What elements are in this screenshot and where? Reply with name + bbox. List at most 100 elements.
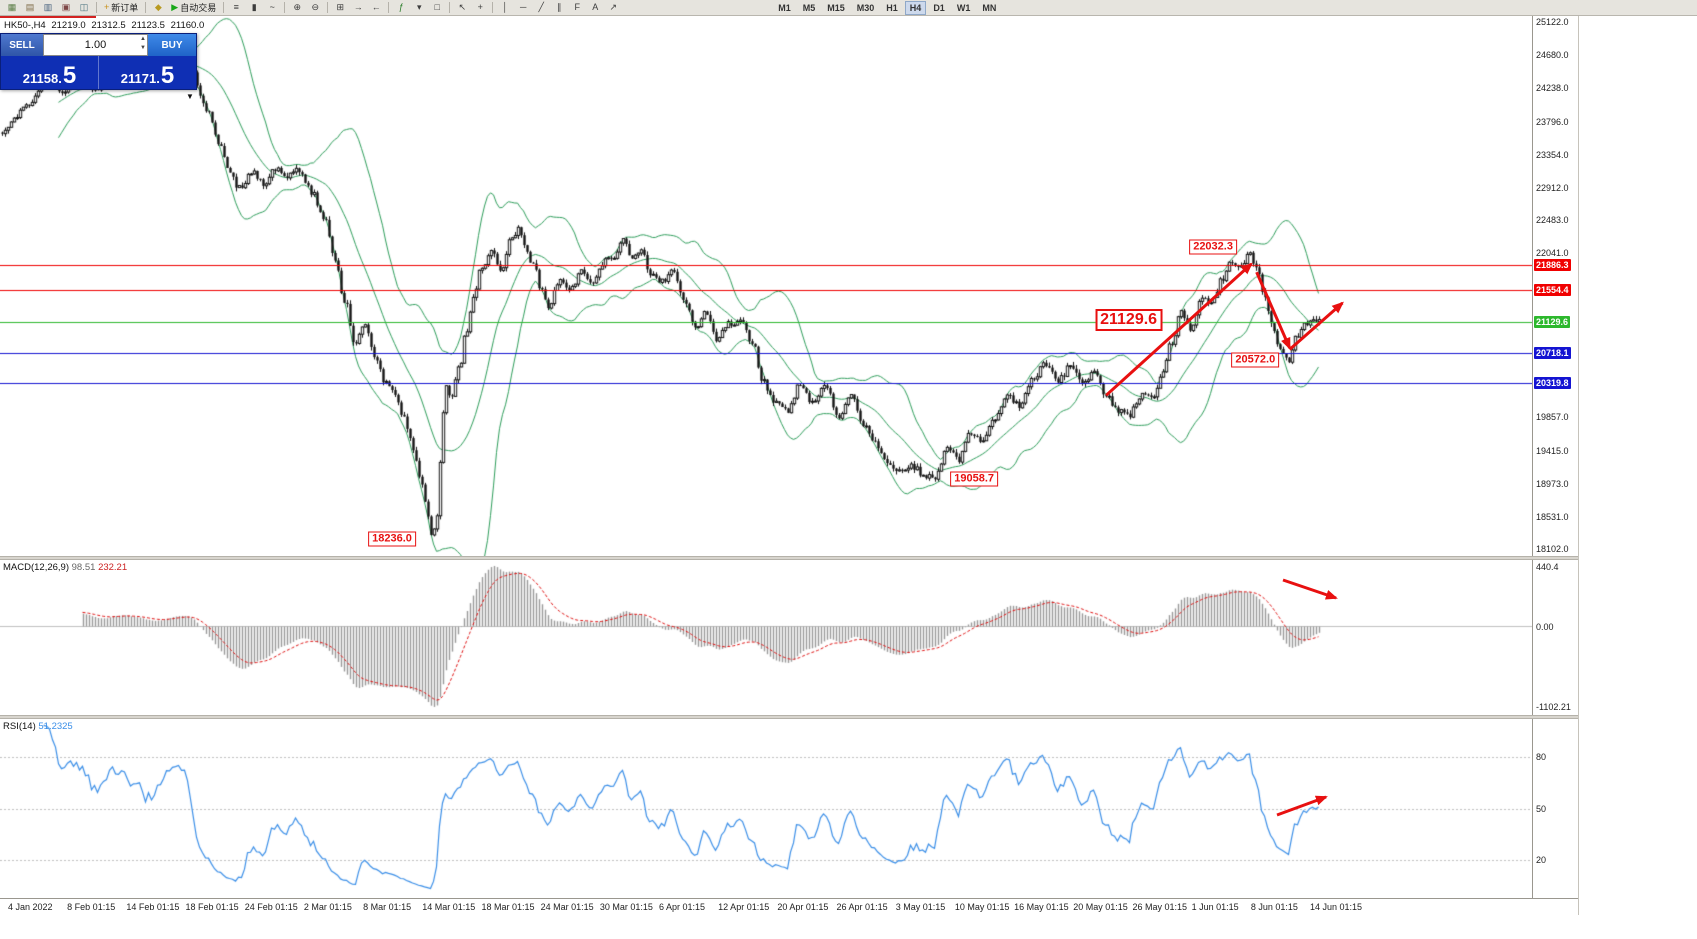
price-tick: 25122.0 bbox=[1536, 17, 1569, 27]
terminal-button[interactable]: ◫ bbox=[76, 1, 92, 14]
crosshair-button-icon: + bbox=[477, 2, 483, 12]
open-value: 21219.0 bbox=[51, 20, 86, 31]
price-line-badge: 21886.3 bbox=[1534, 258, 1571, 271]
ask-price[interactable]: 21171. 5 bbox=[98, 56, 196, 89]
auto-scroll-button-icon: → bbox=[353, 2, 363, 12]
horizontal-line-button-icon: ─ bbox=[520, 2, 527, 12]
timeframe-m30-button[interactable]: M30 bbox=[856, 2, 875, 13]
cursor-button[interactable]: ↖ bbox=[454, 1, 470, 14]
chart-shift-button[interactable]: ← bbox=[368, 1, 384, 14]
time-axis[interactable]: 4 Jan 2022 8 Feb 01:15 14 Feb 01:15 18 Feb … bbox=[0, 898, 1578, 915]
market-watch-button[interactable]: ▥ bbox=[40, 1, 56, 14]
price-line-badge: 20718.1 bbox=[1534, 346, 1571, 359]
zoom-in-button[interactable]: ⊕ bbox=[289, 1, 305, 14]
timeframe-w1-button[interactable]: W1 bbox=[956, 2, 971, 13]
volume-spinner[interactable]: 1.00 ▲ ▼ bbox=[43, 34, 148, 56]
price-line-badge: 20319.8 bbox=[1534, 376, 1571, 389]
timeframe-m1-button[interactable]: M1 bbox=[778, 2, 791, 13]
price-line-badge: 21554.4 bbox=[1534, 283, 1571, 296]
templates-button[interactable]: □ bbox=[429, 1, 445, 14]
arrow-tool-button[interactable]: ↗ bbox=[605, 1, 621, 14]
rsi-scale[interactable]: 80 50 20 bbox=[1532, 719, 1578, 898]
navigator-button[interactable]: ▣ bbox=[58, 1, 74, 14]
volume-up-icon[interactable]: ▲ bbox=[140, 36, 146, 42]
metaeditor-button[interactable]: ◆ bbox=[150, 1, 166, 14]
timeframe-m5-button[interactable]: M5 bbox=[802, 2, 816, 13]
zoom-out-button[interactable]: ⊖ bbox=[307, 1, 323, 14]
autotrading-button[interactable]: ▶ 自动交易 bbox=[168, 1, 219, 14]
indicators-button[interactable]: ƒ bbox=[393, 1, 409, 14]
channel-button[interactable]: ∥ bbox=[551, 1, 567, 14]
close-value: 21160.0 bbox=[170, 20, 205, 31]
terminal-button-icon: ◫ bbox=[79, 2, 89, 12]
timeframe-m15-button[interactable]: M15 bbox=[827, 2, 845, 13]
macd-scale-tick: 0.00 bbox=[1536, 621, 1554, 632]
chart-ohlc-header: HK50-,H4 21219.0 21312.5 21123.5 21160.0 bbox=[4, 20, 207, 31]
fibonacci-button[interactable]: F bbox=[569, 1, 585, 14]
new-order-button-label: 新订单 bbox=[111, 3, 139, 13]
text-tool-button[interactable]: A bbox=[587, 1, 603, 14]
price-tick: 24680.0 bbox=[1536, 50, 1569, 61]
chart-bars-button[interactable]: ≡ bbox=[228, 1, 244, 14]
macd-scale[interactable]: 440.4 0.00 -1102.21 bbox=[1532, 560, 1578, 715]
toolbar-separator bbox=[492, 2, 494, 13]
new-chart-button[interactable]: ▦ bbox=[4, 1, 20, 14]
timeframe-d1-button[interactable]: D1 bbox=[933, 2, 945, 13]
timeframe-h1-button[interactable]: H1 bbox=[886, 2, 898, 13]
price-tick: 18102.0 bbox=[1536, 544, 1569, 555]
toolbar-separator bbox=[96, 2, 97, 13]
text-tool-button-icon: A bbox=[592, 2, 599, 12]
buy-button[interactable]: BUY bbox=[148, 34, 196, 56]
active-chart-underline bbox=[0, 16, 96, 18]
macd-scale-tick: -1102.21 bbox=[1536, 702, 1571, 712]
chart-candles-button[interactable]: ▮ bbox=[246, 1, 262, 14]
date-label: 24 Mar 01:15 bbox=[540, 902, 594, 912]
rsi-value: 51.2325 bbox=[38, 721, 73, 732]
autotrading-button-label: 自动交易 bbox=[180, 3, 217, 13]
horizontal-line-button[interactable]: ─ bbox=[515, 1, 531, 14]
fibonacci-button-icon: F bbox=[574, 2, 580, 12]
periods-dropdown[interactable]: ▾ bbox=[411, 1, 427, 14]
price-scale[interactable]: 25122.0 24680.0 24238.0 23796.0 23354.0 22912… bbox=[1532, 16, 1578, 556]
tile-windows-button-icon: ⊞ bbox=[336, 2, 344, 12]
sell-button[interactable]: SELL bbox=[1, 34, 43, 56]
bid-price[interactable]: 21158. 5 bbox=[1, 56, 98, 89]
new-order-button[interactable]: + 新订单 bbox=[101, 1, 141, 14]
rsi-panel-canvas[interactable] bbox=[0, 719, 1532, 898]
panel-separator[interactable] bbox=[0, 556, 1578, 560]
timeframe-mn-button[interactable]: MN bbox=[982, 2, 997, 13]
timeframe-group: M1 M5 M15 M30 H1 H4 D1 W1 MN bbox=[772, 0, 1002, 15]
periods-dropdown-icon: ▾ bbox=[416, 2, 422, 12]
one-click-buttons-row: SELL 1.00 ▲ ▼ BUY bbox=[1, 34, 196, 56]
date-label: 8 Jun 01:15 bbox=[1250, 902, 1298, 912]
auto-scroll-button[interactable]: → bbox=[350, 1, 366, 14]
chart-bars-button-icon: ≡ bbox=[233, 2, 239, 12]
price-chart-canvas[interactable] bbox=[0, 16, 1532, 556]
timeframe-h4-button[interactable]: H4 bbox=[904, 0, 927, 15]
price-tick: 24238.0 bbox=[1536, 83, 1569, 94]
chart-profiles-button[interactable]: ▤ bbox=[22, 1, 38, 14]
price-tick: 18973.0 bbox=[1536, 478, 1569, 489]
toolbar-separator bbox=[284, 2, 286, 13]
volume-down-icon[interactable]: ▼ bbox=[140, 45, 146, 51]
metaeditor-button-icon: ◆ bbox=[154, 2, 162, 12]
vertical-line-button[interactable]: │ bbox=[497, 1, 513, 14]
tile-windows-button[interactable]: ⊞ bbox=[332, 1, 348, 14]
zoom-in-button-icon: ⊕ bbox=[293, 2, 301, 12]
panel-separator[interactable] bbox=[0, 715, 1578, 719]
price-tick: 22912.0 bbox=[1536, 182, 1569, 193]
crosshair-button[interactable]: + bbox=[472, 1, 488, 14]
one-click-collapse-icon[interactable]: ▼ bbox=[186, 92, 194, 101]
price-tick: 19857.0 bbox=[1536, 412, 1569, 423]
trendline-button[interactable]: ╱ bbox=[533, 1, 549, 14]
date-label: 20 May 01:15 bbox=[1073, 902, 1128, 912]
macd-panel-canvas[interactable] bbox=[0, 560, 1532, 715]
price-tick: 18531.0 bbox=[1536, 511, 1569, 522]
ask-price-main: 21171. bbox=[120, 70, 160, 86]
navigator-button-icon: ▣ bbox=[61, 2, 71, 12]
indicators-button-icon: ƒ bbox=[398, 2, 404, 12]
date-label: 14 Jun 01:15 bbox=[1310, 902, 1363, 912]
chart-line-button[interactable]: ~ bbox=[264, 1, 280, 14]
date-label: 1 Jun 01:15 bbox=[1191, 902, 1239, 912]
